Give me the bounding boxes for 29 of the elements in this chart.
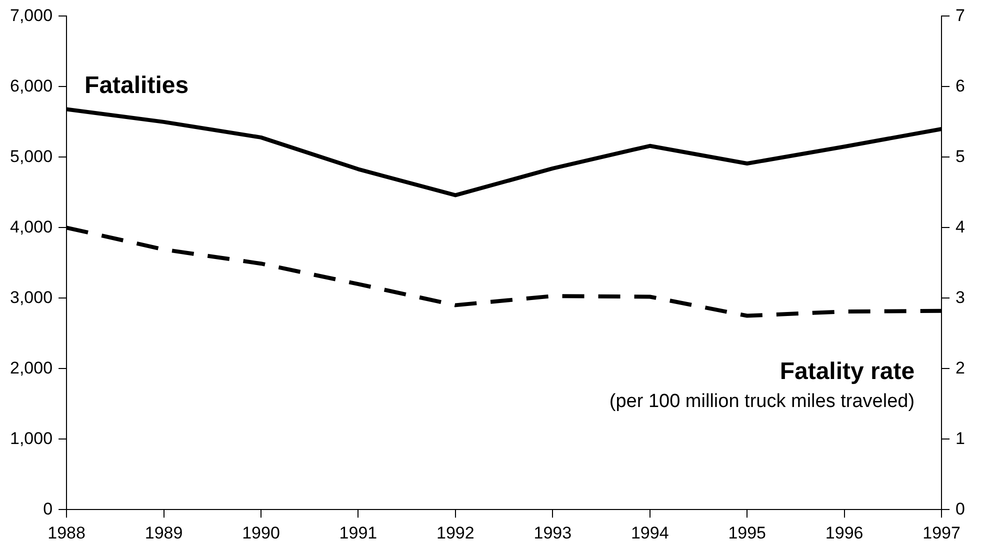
x-tick-label: 1996 <box>825 523 864 542</box>
x-tick-label: 1989 <box>144 523 183 542</box>
x-tick-label: 1995 <box>728 523 766 542</box>
y2-tick-label: 3 <box>956 288 966 307</box>
x-tick-label: 1988 <box>48 523 86 542</box>
x-tick-label: 1997 <box>922 523 960 542</box>
y-tick-label: 2,000 <box>10 358 53 378</box>
series-label: Fatality rate <box>780 358 915 385</box>
y-tick-label: 1,000 <box>10 428 53 448</box>
y-tick-label: 6,000 <box>10 76 53 96</box>
y2-tick-label: 4 <box>956 217 966 236</box>
x-tick-label: 1991 <box>339 523 378 542</box>
y-tick-label: 5,000 <box>10 146 53 166</box>
x-tick-label: 1990 <box>242 523 280 542</box>
series-label: Fatalities <box>84 72 189 100</box>
y-tick-label: 4,000 <box>10 217 53 236</box>
y2-tick-label: 1 <box>956 428 966 448</box>
y-tick-label: 0 <box>43 499 53 518</box>
x-tick-label: 1994 <box>630 523 669 542</box>
y2-tick-label: 5 <box>956 146 966 166</box>
x-tick-label: 1992 <box>436 523 474 542</box>
y-tick-label: 7,000 <box>10 6 53 25</box>
annotation: (per 100 million truck miles traveled) <box>609 390 915 412</box>
y-tick-label: 3,000 <box>10 288 53 307</box>
y2-tick-label: 0 <box>956 499 966 518</box>
x-tick-label: 1993 <box>534 523 572 542</box>
y2-tick-label: 6 <box>956 76 966 96</box>
y2-tick-label: 2 <box>956 358 966 378</box>
y2-tick-label: 7 <box>956 6 966 25</box>
